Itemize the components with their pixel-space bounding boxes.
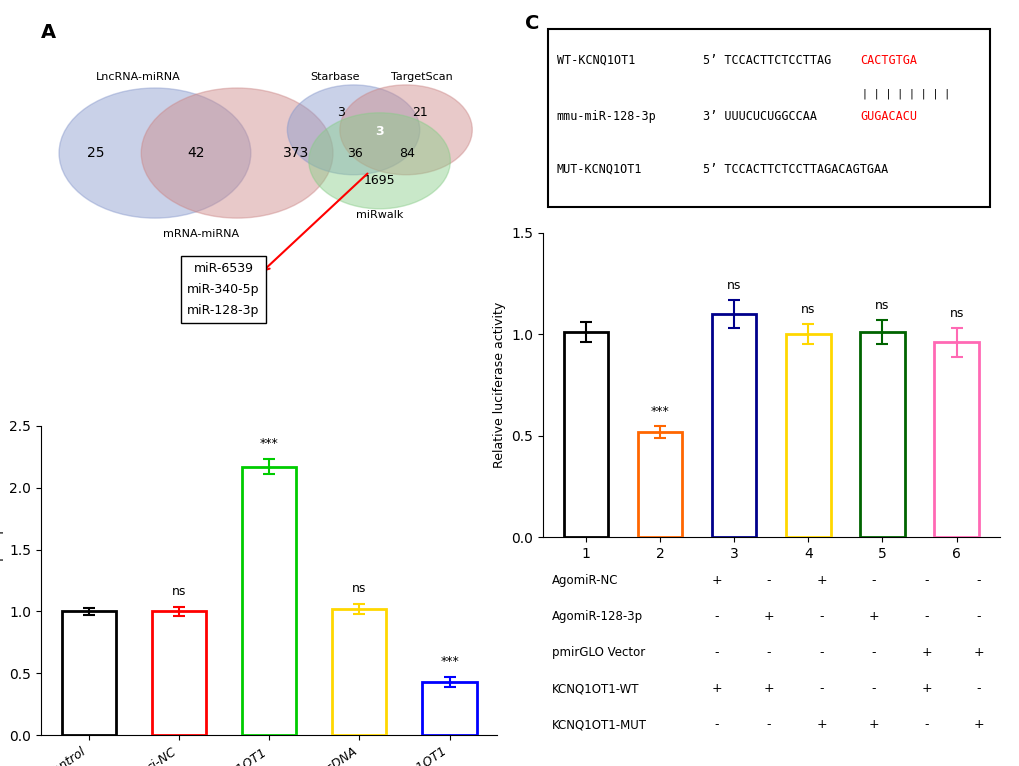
Text: 21: 21 (412, 106, 427, 119)
Text: +: + (710, 683, 721, 696)
Text: KCNQ1OT1-WT: KCNQ1OT1-WT (551, 683, 639, 696)
Text: 3: 3 (337, 106, 344, 119)
Text: -: - (818, 647, 823, 660)
Circle shape (141, 88, 332, 218)
Text: 373: 373 (283, 146, 310, 160)
Text: TargetScan: TargetScan (390, 72, 452, 82)
Text: pmirGLO Vector: pmirGLO Vector (551, 647, 645, 660)
Text: 1695: 1695 (364, 175, 395, 188)
Circle shape (309, 113, 450, 209)
Bar (422, 682, 476, 735)
Text: 5’ TCCACTTCTCCTTAG: 5’ TCCACTTCTCCTTAG (702, 54, 830, 67)
Circle shape (339, 85, 472, 175)
Text: | | | | | | | |: | | | | | | | | (861, 89, 949, 100)
Text: +: + (815, 574, 826, 588)
Text: mRNA-miRNA: mRNA-miRNA (162, 229, 238, 239)
Text: ns: ns (727, 279, 741, 292)
Text: ns: ns (171, 584, 185, 597)
Text: AgomiR-128-3p: AgomiR-128-3p (551, 611, 643, 624)
Text: 84: 84 (398, 147, 415, 160)
Bar (61, 611, 115, 735)
Circle shape (59, 88, 251, 218)
Text: ***: *** (260, 437, 278, 450)
Bar (711, 314, 756, 537)
Text: +: + (868, 719, 878, 732)
Text: +: + (920, 647, 931, 660)
Text: -: - (976, 683, 980, 696)
Text: -: - (976, 611, 980, 624)
Text: -: - (766, 719, 770, 732)
Text: -: - (818, 611, 823, 624)
Text: KCNQ1OT1-MUT: KCNQ1OT1-MUT (551, 719, 646, 732)
Text: 3: 3 (375, 125, 383, 138)
Text: 5’ TCCACTTCTCCTTAGACAGTGAA: 5’ TCCACTTCTCCTTAGACAGTGAA (702, 162, 888, 175)
Text: 36: 36 (346, 147, 363, 160)
Text: -: - (713, 611, 718, 624)
Text: -: - (923, 611, 928, 624)
Bar (637, 432, 682, 537)
FancyBboxPatch shape (547, 28, 989, 207)
Text: ***: *** (650, 404, 668, 417)
Text: +: + (710, 574, 721, 588)
Bar (242, 466, 296, 735)
Text: ns: ns (352, 582, 366, 595)
Text: -: - (713, 719, 718, 732)
Text: 3’ UUUCUCUGGCCAA: 3’ UUUCUCUGGCCAA (702, 110, 816, 123)
Bar (933, 342, 978, 537)
Text: -: - (871, 574, 875, 588)
Text: C: C (524, 14, 539, 33)
Text: -: - (871, 647, 875, 660)
Text: +: + (763, 611, 773, 624)
Text: AgomiR-NC: AgomiR-NC (551, 574, 619, 588)
Text: 25: 25 (87, 146, 104, 160)
Text: -: - (923, 719, 928, 732)
Text: ns: ns (949, 307, 963, 320)
Y-axis label: Relative luciferase activity: Relative luciferase activity (492, 302, 505, 468)
Text: WT-KCNQ1OT1: WT-KCNQ1OT1 (556, 54, 635, 67)
Text: +: + (973, 719, 983, 732)
Text: miRwalk: miRwalk (356, 210, 403, 220)
Bar (332, 609, 386, 735)
Text: -: - (871, 683, 875, 696)
Bar (859, 332, 904, 537)
Text: +: + (868, 611, 878, 624)
Text: +: + (815, 719, 826, 732)
Bar (786, 334, 829, 537)
Text: 42: 42 (187, 146, 205, 160)
Circle shape (287, 85, 420, 175)
Text: +: + (973, 647, 983, 660)
Bar (564, 332, 607, 537)
Text: +: + (920, 683, 931, 696)
Text: GUGACACU: GUGACACU (859, 110, 916, 123)
Text: +: + (763, 683, 773, 696)
Text: -: - (713, 647, 718, 660)
Text: -: - (976, 574, 980, 588)
Text: LncRNA-miRNA: LncRNA-miRNA (96, 72, 180, 82)
Y-axis label: Relative miR-128-3p Expression: Relative miR-128-3p Expression (0, 481, 3, 680)
Text: -: - (766, 574, 770, 588)
Text: Starbase: Starbase (310, 72, 360, 82)
Text: -: - (923, 574, 928, 588)
Text: miR-6539
miR-340-5p
miR-128-3p: miR-6539 miR-340-5p miR-128-3p (187, 262, 260, 317)
Text: MUT-KCNQ1OT1: MUT-KCNQ1OT1 (556, 162, 642, 175)
Text: -: - (766, 647, 770, 660)
Text: A: A (41, 23, 56, 42)
Text: ns: ns (800, 303, 815, 316)
Text: ns: ns (874, 299, 889, 312)
Bar (152, 611, 206, 735)
Text: ***: *** (440, 656, 459, 669)
Text: -: - (818, 683, 823, 696)
Text: CACTGTGA: CACTGTGA (859, 54, 916, 67)
Text: mmu-miR-128-3p: mmu-miR-128-3p (556, 110, 656, 123)
